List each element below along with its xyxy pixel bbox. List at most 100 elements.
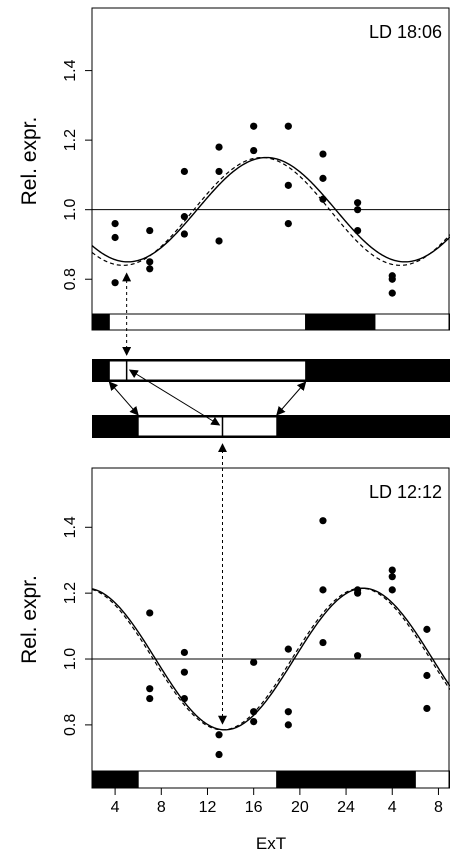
bottom-data-point bbox=[180, 648, 188, 657]
x-tick-label: 8 bbox=[157, 799, 166, 816]
double-headed-arrow bbox=[128, 369, 221, 426]
bottom-data-point bbox=[354, 589, 362, 597]
top-photoperiod-bar bbox=[91, 313, 450, 331]
bottom-data-point bbox=[423, 671, 431, 680]
top-data-point bbox=[319, 150, 327, 158]
photoperiod-schematic bbox=[92, 359, 450, 438]
bottom-y-axis-title: Rel. expr. bbox=[18, 575, 41, 664]
schematic-bar-lower bbox=[92, 415, 450, 438]
bottom-panel-label: LD 12:12 bbox=[369, 482, 442, 502]
x-tick-label: 12 bbox=[199, 799, 217, 816]
top-fit-dashed-curve bbox=[91, 156, 450, 266]
top-y-tick-label: 0.8 bbox=[62, 268, 79, 290]
bottom-fit-solid-curve bbox=[91, 587, 450, 731]
bottom-data-point bbox=[146, 685, 154, 693]
top-data-point bbox=[388, 289, 396, 297]
bottom-y-tick-label: 1.4 bbox=[62, 516, 79, 538]
top-data-point bbox=[180, 213, 188, 221]
bottom-data-point bbox=[284, 721, 292, 729]
top-data-point bbox=[354, 226, 362, 235]
top-y-axis-title: Rel. expr. bbox=[18, 117, 41, 206]
bottom-data-point bbox=[319, 638, 327, 647]
bottom-data-point bbox=[146, 694, 154, 703]
top-bar-segment-light bbox=[108, 313, 307, 331]
bottom-data-point bbox=[250, 717, 258, 726]
top-data-point bbox=[215, 167, 223, 176]
top-data-point bbox=[250, 122, 258, 130]
bottom-panel: 0.8 1.0 1.2 1.4 LD 12:12 Rel. expr. bbox=[18, 467, 450, 789]
time-marker-arrows bbox=[122, 272, 227, 725]
bottom-bar-segment-dark bbox=[91, 770, 139, 789]
top-y-tick-label: 1.2 bbox=[62, 129, 79, 151]
bottom-bar-segment-light bbox=[414, 770, 450, 789]
bottom-y-tick-label: 0.8 bbox=[62, 714, 79, 736]
top-data-point bbox=[284, 181, 292, 189]
top-y-tick-label: 1.4 bbox=[62, 59, 79, 81]
top-data-point bbox=[111, 219, 119, 228]
bottom-data-points bbox=[146, 517, 431, 759]
bottom-data-point bbox=[215, 750, 223, 759]
bottom-y-tick-label: 1.2 bbox=[62, 582, 79, 604]
top-data-point bbox=[146, 265, 154, 273]
bottom-bar-segment-dark bbox=[276, 770, 416, 789]
bottom-data-point bbox=[388, 586, 396, 594]
top-data-point bbox=[146, 226, 154, 235]
bottom-data-point bbox=[388, 566, 396, 574]
top-data-point bbox=[354, 206, 362, 214]
bottom-photoperiod-bar bbox=[91, 770, 450, 789]
bottom-data-point bbox=[284, 645, 292, 653]
top-y-tick-label: 1.0 bbox=[62, 198, 79, 220]
top-data-point bbox=[180, 167, 188, 176]
bottom-data-point bbox=[423, 625, 431, 633]
bottom-data-point bbox=[319, 517, 327, 525]
top-data-point bbox=[284, 219, 292, 228]
bottom-data-point bbox=[319, 586, 327, 594]
bottom-data-point bbox=[423, 704, 431, 713]
bottom-data-point bbox=[388, 573, 396, 581]
schematic-upper-light bbox=[108, 360, 307, 381]
bottom-y-axis: 0.8 1.0 1.2 1.4 bbox=[62, 516, 92, 736]
top-plot-frame bbox=[91, 7, 450, 331]
x-tick-label: 16 bbox=[245, 799, 263, 816]
top-data-point bbox=[215, 237, 223, 245]
bottom-data-point bbox=[146, 609, 154, 617]
top-bar-segment-dark bbox=[91, 313, 110, 331]
top-data-point bbox=[319, 195, 327, 203]
bottom-data-point bbox=[250, 658, 258, 666]
double-headed-arrow bbox=[276, 381, 307, 416]
top-panel: 0.8 1.0 1.2 1.4 LD 18:06 Rel. expr. bbox=[18, 7, 450, 331]
bottom-y-tick-label: 1.0 bbox=[62, 648, 79, 670]
top-data-point bbox=[215, 143, 223, 151]
bottom-bar-segment-light bbox=[137, 770, 278, 789]
top-panel-label: LD 18:06 bbox=[369, 22, 442, 42]
top-y-axis: 0.8 1.0 1.2 1.4 bbox=[62, 59, 92, 290]
bottom-plot-frame bbox=[91, 467, 450, 789]
double-headed-arrow bbox=[108, 381, 139, 416]
bottom-data-point bbox=[250, 708, 258, 716]
bottom-data-point bbox=[215, 731, 223, 739]
top-bar-segment-dark bbox=[305, 313, 376, 331]
top-data-point bbox=[388, 275, 396, 283]
top-data-point bbox=[284, 122, 292, 130]
x-tick-label: 8 bbox=[434, 799, 443, 816]
top-data-point bbox=[111, 279, 119, 287]
x-tick-label: 4 bbox=[111, 799, 120, 816]
top-data-point bbox=[146, 258, 154, 266]
top-data-point bbox=[354, 199, 362, 207]
bottom-data-point bbox=[284, 708, 292, 716]
top-data-points bbox=[111, 122, 396, 297]
top-data-point bbox=[250, 146, 258, 155]
schematic-arrows bbox=[108, 369, 307, 426]
top-data-point bbox=[319, 174, 327, 182]
x-tick-label: 24 bbox=[337, 799, 355, 816]
bottom-data-point bbox=[180, 668, 188, 676]
x-axis-title: ExT bbox=[256, 834, 286, 853]
schematic-bar-upper bbox=[92, 359, 450, 382]
bottom-data-point bbox=[354, 652, 362, 660]
bottom-data-point bbox=[180, 694, 188, 703]
top-bar-segment-light bbox=[374, 313, 450, 331]
bottom-fit-dashed-curve bbox=[91, 587, 450, 731]
x-axis: 4 8 12 16 20 24 4 8 bbox=[111, 788, 443, 816]
top-data-point bbox=[180, 230, 188, 238]
